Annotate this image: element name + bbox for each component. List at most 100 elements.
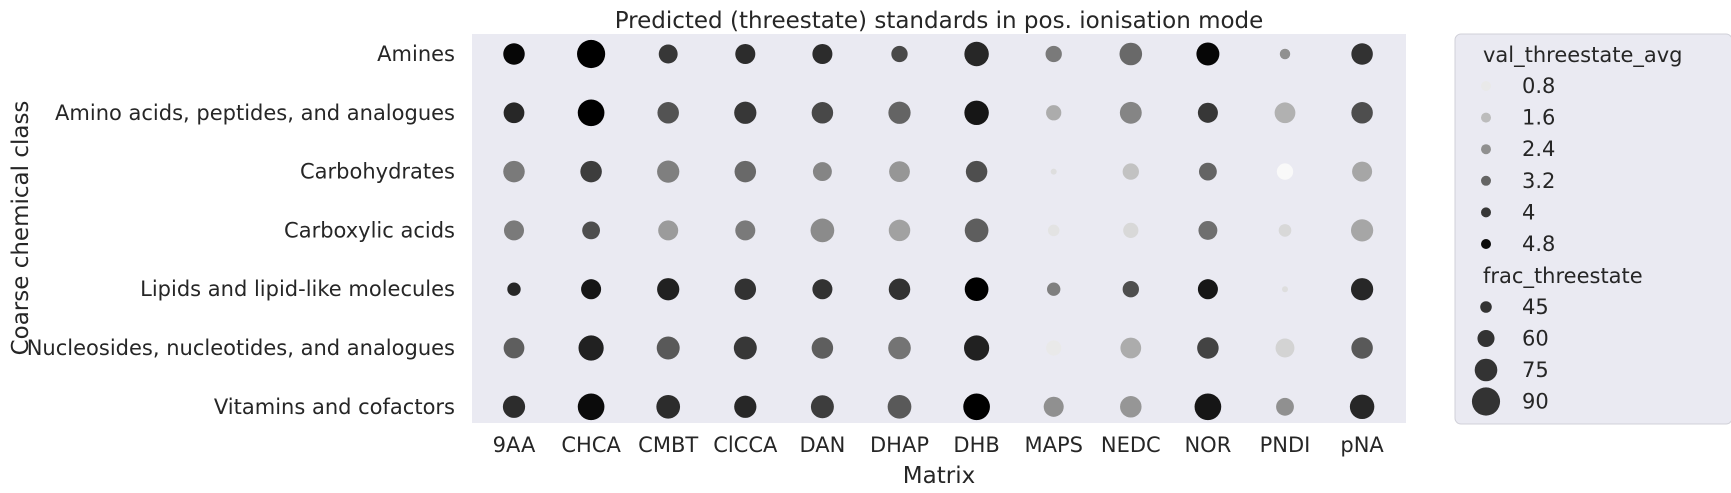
point-dhap-amino-acids-peptides-and-analogues — [888, 101, 911, 124]
point-pndi-lipids-and-lipid-like-molecules — [1282, 286, 1288, 293]
point-9aa-carbohydrates — [503, 160, 525, 183]
point-nor-lipids-and-lipid-like-molecules — [1197, 279, 1218, 300]
legend-color-label: 4.8 — [1522, 232, 1555, 256]
point-cmbt-vitamins-and-cofactors — [656, 394, 681, 419]
x-tick-label: DHAP — [870, 433, 929, 457]
point-chca-carboxylic-acids — [582, 221, 601, 240]
legend-size-label: 45 — [1522, 295, 1549, 319]
legend-color-label: 2.4 — [1522, 137, 1555, 161]
legend-color-marker — [1481, 112, 1491, 123]
point-9aa-nucleosides-nucleotides-and-analogues — [503, 337, 525, 359]
point-pndi-nucleosides-nucleotides-and-analogues — [1275, 338, 1295, 358]
point-9aa-amino-acids-peptides-and-analogues — [503, 102, 525, 124]
point-maps-amines — [1045, 45, 1062, 63]
legend-color-title: val_threestate_avg — [1483, 43, 1683, 68]
point-nedc-lipids-and-lipid-like-molecules — [1122, 281, 1139, 298]
x-tick-label: 9AA — [493, 433, 536, 457]
x-tick-labels: 9AA CHCA CMBT ClCCA DAN DHAP DHB MAPS NEDC NOR PND… — [493, 433, 1385, 457]
points-layer — [502, 39, 1375, 421]
point-maps-lipids-and-lipid-like-molecules — [1047, 282, 1061, 296]
point-dhb-amino-acids-peptides-and-analogues — [964, 100, 989, 126]
legend-size-label: 60 — [1522, 327, 1549, 351]
point-dhap-nucleosides-nucleotides-and-analogues — [888, 336, 911, 360]
point-cmbt-carbohydrates — [657, 160, 680, 183]
point-dhap-amines — [891, 45, 908, 63]
point-dan-amines — [812, 43, 833, 65]
legend-color-marker — [1481, 144, 1491, 155]
point-chca-amines — [577, 39, 606, 69]
x-tick-label: MAPS — [1024, 433, 1082, 457]
point-clcca-carboxylic-acids — [735, 220, 756, 241]
point-clcca-vitamins-and-cofactors — [734, 395, 757, 418]
point-nor-nucleosides-nucleotides-and-analogues — [1197, 337, 1219, 359]
point-dhb-carbohydrates — [965, 160, 988, 183]
point-pndi-amino-acids-peptides-and-analogues — [1274, 102, 1296, 124]
point-pndi-amines — [1279, 48, 1291, 60]
point-pna-vitamins-and-cofactors — [1349, 394, 1375, 420]
point-nedc-carbohydrates — [1122, 163, 1139, 180]
point-pna-carbohydrates — [1352, 161, 1373, 182]
point-dhap-carboxylic-acids — [888, 219, 911, 242]
y-tick-label: Vitamins and cofactors — [214, 395, 455, 419]
chart-title: Predicted (threestate) standards in pos.… — [615, 8, 1264, 34]
point-nor-carboxylic-acids — [1198, 220, 1218, 240]
x-tick-label: pNA — [1340, 433, 1384, 457]
legend-color-label: 3.2 — [1522, 169, 1555, 193]
legend-size-marker — [1477, 329, 1495, 348]
point-clcca-nucleosides-nucleotides-and-analogues — [733, 336, 757, 360]
legend-color-marker — [1481, 81, 1491, 91]
point-dan-vitamins-and-cofactors — [810, 395, 834, 419]
legend-size-title: frac_threestate — [1483, 264, 1643, 289]
legend-size-label: 75 — [1522, 358, 1549, 382]
point-dhb-lipids-and-lipid-like-molecules — [964, 277, 989, 302]
point-9aa-amines — [503, 43, 525, 65]
point-pna-carboxylic-acids — [1350, 219, 1374, 242]
legend-color-label: 0.8 — [1522, 74, 1555, 98]
point-9aa-lipids-and-lipid-like-molecules — [507, 282, 521, 296]
y-tick-label: Nucleosides, nucleotides, and analogues — [27, 336, 455, 360]
x-tick-label: NOR — [1184, 433, 1231, 457]
y-tick-label: Carboxylic acids — [284, 218, 455, 242]
point-clcca-lipids-and-lipid-like-molecules — [734, 278, 757, 300]
point-maps-nucleosides-nucleotides-and-analogues — [1046, 340, 1062, 356]
legend-size-marker — [1474, 358, 1498, 382]
point-nor-amines — [1196, 42, 1220, 66]
y-tick-label: Lipids and lipid-like molecules — [140, 277, 455, 301]
point-chca-amino-acids-peptides-and-analogues — [577, 99, 605, 127]
point-cmbt-lipids-and-lipid-like-molecules — [657, 278, 680, 301]
point-pndi-carboxylic-acids — [1278, 224, 1292, 237]
point-chca-carbohydrates — [580, 160, 602, 183]
point-pndi-vitamins-and-cofactors — [1276, 397, 1294, 416]
x-axis-label: Matrix — [903, 463, 975, 489]
legend-color-marker — [1481, 207, 1491, 218]
legend-size-marker — [1471, 387, 1501, 416]
point-pna-nucleosides-nucleotides-and-analogues — [1351, 337, 1373, 359]
x-tick-label: DAN — [799, 433, 845, 457]
point-nedc-nucleosides-nucleotides-and-analogues — [1120, 337, 1142, 359]
legend-size-marker — [1480, 301, 1492, 313]
point-cmbt-nucleosides-nucleotides-and-analogues — [656, 336, 680, 360]
point-dhb-carboxylic-acids — [964, 218, 989, 243]
y-axis-label: Coarse chemical class — [8, 101, 34, 356]
legend-size-entries: 45 60 75 90 — [1471, 295, 1549, 416]
x-tick-label: NEDC — [1101, 433, 1161, 457]
point-dhap-lipids-and-lipid-like-molecules — [888, 278, 911, 300]
x-tick-label: ClCCA — [713, 433, 778, 457]
point-pndi-carbohydrates — [1276, 163, 1294, 180]
x-tick-label: DHB — [953, 433, 999, 457]
point-chca-vitamins-and-cofactors — [577, 393, 605, 421]
point-dan-lipids-and-lipid-like-molecules — [812, 279, 833, 300]
legend-size-label: 90 — [1522, 390, 1549, 414]
point-cmbt-carboxylic-acids — [658, 220, 679, 241]
point-dhap-vitamins-and-cofactors — [887, 394, 912, 419]
point-dhb-vitamins-and-cofactors — [963, 393, 990, 421]
point-nor-amino-acids-peptides-and-analogues — [1197, 102, 1218, 123]
point-pna-amines — [1351, 43, 1373, 65]
legend: val_threestate_avg 0.8 1.6 2.4 3.2 4 4.8 frac… — [1454, 33, 1731, 425]
point-dhb-nucleosides-nucleotides-and-analogues — [964, 335, 990, 361]
point-maps-amino-acids-peptides-and-analogues — [1046, 105, 1062, 121]
point-pna-amino-acids-peptides-and-analogues — [1351, 102, 1373, 124]
point-9aa-carboxylic-acids — [503, 220, 525, 241]
point-chca-lipids-and-lipid-like-molecules — [581, 279, 602, 300]
